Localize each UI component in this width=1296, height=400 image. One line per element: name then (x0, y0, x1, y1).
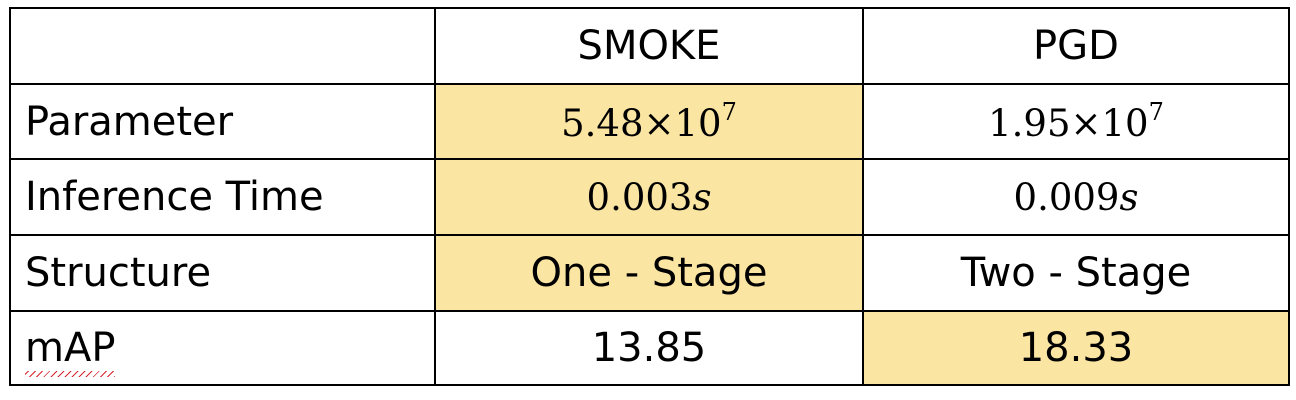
comparison-table: SMOKE PGD Parameter 5.48×107 1.95×107 In… (9, 7, 1290, 386)
row-label-inference-time: Inference Time (9, 158, 436, 236)
cell-smoke-map: 13.85 (434, 310, 864, 386)
table-row: Parameter 5.48×107 1.95×107 (9, 83, 1290, 160)
cell-pgd-inference-time: 0.009s (862, 158, 1290, 236)
table-row: Inference Time 0.003s 0.009s (9, 158, 1290, 236)
spellcheck-underline (25, 371, 116, 377)
row-label-structure: Structure (9, 234, 436, 312)
smoke-inference-unit: s (692, 175, 712, 219)
cell-smoke-structure: One - Stage (434, 234, 864, 312)
pgd-inference-number: 0.009 (1013, 175, 1120, 219)
pgd-parameter-exponent: 7 (1148, 98, 1164, 126)
cell-pgd-map: 18.33 (862, 310, 1290, 386)
smoke-inference-number: 0.003 (586, 175, 693, 219)
smoke-parameter-exponent: 7 (721, 98, 737, 126)
cell-pgd-parameter: 1.95×107 (862, 83, 1290, 160)
smoke-parameter-mantissa: 5.48×10 (561, 102, 722, 145)
header-row: SMOKE PGD (9, 7, 1290, 85)
row-label-parameter: Parameter (9, 83, 436, 160)
pgd-inference-unit: s (1119, 175, 1139, 219)
row-label-map: mAP (9, 310, 436, 386)
cell-smoke-inference-time: 0.003s (434, 158, 864, 236)
map-label-text: mAP (25, 325, 116, 377)
table-row: mAP 13.85 18.33 (9, 310, 1290, 386)
cell-smoke-parameter: 5.48×107 (434, 83, 864, 160)
map-label: mAP (25, 325, 116, 371)
corner-cell (9, 7, 436, 85)
header-smoke: SMOKE (434, 7, 864, 85)
table-row: Structure One - Stage Two - Stage (9, 234, 1290, 312)
cell-pgd-structure: Two - Stage (862, 234, 1290, 312)
header-pgd: PGD (862, 7, 1290, 85)
pgd-parameter-mantissa: 1.95×10 (988, 102, 1149, 145)
